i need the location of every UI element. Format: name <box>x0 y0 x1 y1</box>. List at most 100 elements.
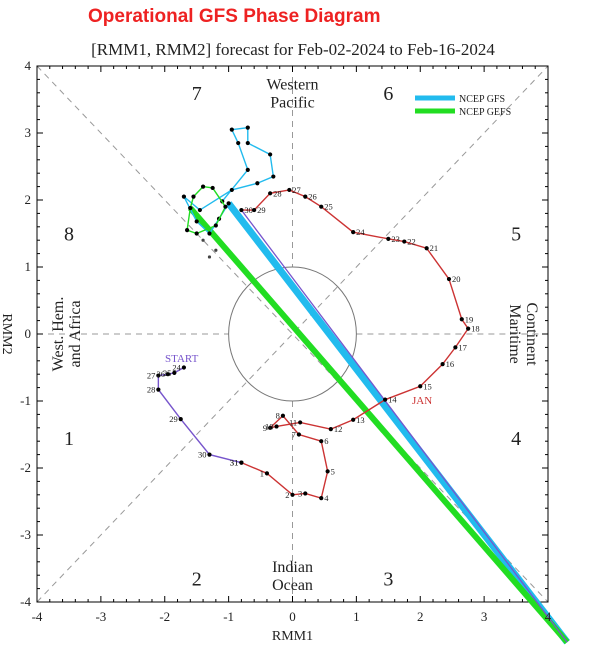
data-point <box>245 167 250 172</box>
y-tick-label: 3 <box>25 125 32 140</box>
data-point <box>226 201 231 206</box>
y-axis-label: RMM2 <box>0 313 14 354</box>
x-tick-label: -4 <box>32 609 43 624</box>
x-tick-label: 0 <box>289 609 296 624</box>
data-point <box>245 125 250 130</box>
data-label: 9 <box>263 423 267 433</box>
data-label: 11 <box>289 417 297 427</box>
x-tick-label: -1 <box>223 609 234 624</box>
y-tick-label: -2 <box>20 460 31 475</box>
data-point <box>156 387 161 392</box>
data-point <box>229 187 234 193</box>
data-point <box>239 207 244 213</box>
data-label: 21 <box>430 243 439 253</box>
data-point <box>268 425 273 430</box>
data-point <box>296 432 301 437</box>
phase-label: 4 <box>511 428 521 450</box>
data-point <box>188 205 193 211</box>
gray-point <box>201 238 205 242</box>
data-point <box>319 204 324 209</box>
region-label-right: Maritime <box>506 304 523 364</box>
data-label: 23 <box>391 234 400 244</box>
ensemble-line <box>240 209 568 643</box>
data-point <box>181 194 187 199</box>
data-point <box>197 207 202 213</box>
data-label: 5 <box>331 466 335 476</box>
data-label: 12 <box>334 424 343 434</box>
gray-point <box>214 248 218 252</box>
data-point <box>466 326 471 331</box>
y-tick-label: -3 <box>20 527 31 542</box>
y-tick-label: 4 <box>25 58 32 73</box>
data-point <box>424 246 429 251</box>
x-tick-label: 1 <box>353 609 360 624</box>
data-label: 28 <box>147 385 156 395</box>
x-axis-label: RMM1 <box>272 629 313 644</box>
phase-label: 2 <box>192 569 202 591</box>
ensemble-line <box>225 201 570 645</box>
data-point <box>255 181 260 186</box>
data-label: 29 <box>169 414 178 424</box>
data-point <box>239 460 244 465</box>
data-point <box>319 496 324 501</box>
data-point <box>271 174 276 179</box>
data-label: 1 <box>260 468 264 478</box>
legend-label: NCEP GEFS <box>459 107 511 118</box>
data-point <box>325 469 330 474</box>
data-label: 26 <box>156 369 165 379</box>
legend-label: NCEP GFS <box>459 94 505 105</box>
diagonal-guide <box>36 65 549 603</box>
data-point <box>386 236 391 241</box>
data-label: 18 <box>471 324 480 334</box>
data-label: 31 <box>230 458 239 468</box>
data-point <box>319 439 324 444</box>
series-line <box>241 189 470 500</box>
data-point <box>194 219 199 224</box>
data-label: 27 <box>147 371 156 381</box>
y-tick-label: 2 <box>25 192 32 207</box>
data-label: 24 <box>172 363 181 373</box>
data-point <box>264 471 270 476</box>
x-tick-label: -3 <box>95 609 106 624</box>
data-point <box>223 204 228 209</box>
data-label: 29 <box>257 205 266 215</box>
data-label: 13 <box>356 415 365 425</box>
ensemble-line <box>188 206 570 645</box>
data-point <box>453 345 458 350</box>
series-line <box>183 126 275 235</box>
data-point <box>178 416 183 422</box>
data-label: 3 <box>298 488 302 498</box>
region-label-top: Pacific <box>270 94 314 111</box>
data-label: 20 <box>452 274 461 284</box>
month-label: JAN <box>412 395 432 407</box>
data-point <box>229 127 234 132</box>
data-point <box>274 424 279 429</box>
data-point <box>351 230 356 235</box>
data-label: 15 <box>423 381 432 391</box>
phase-label: 1 <box>64 428 74 450</box>
unit-circle <box>228 266 357 402</box>
data-point <box>303 194 308 199</box>
data-point <box>172 370 177 375</box>
data-point <box>268 152 273 157</box>
region-label-bottom: Indian <box>272 559 313 576</box>
data-point <box>236 140 241 146</box>
data-point <box>194 231 199 236</box>
data-label: 24 <box>356 227 365 237</box>
data-label: 25 <box>163 368 172 378</box>
data-label: 6 <box>324 436 328 446</box>
data-point <box>303 491 308 496</box>
data-point <box>165 372 171 377</box>
data-point <box>459 317 464 322</box>
phase-label: 5 <box>511 224 521 246</box>
data-point <box>383 397 388 402</box>
data-point <box>268 191 273 196</box>
x-tick-label: -2 <box>159 609 170 624</box>
data-point <box>181 365 187 370</box>
phase-label: 6 <box>383 83 393 105</box>
data-point <box>328 427 333 432</box>
data-label: 22 <box>407 237 416 247</box>
phase-label: 7 <box>192 83 202 105</box>
data-point <box>280 413 286 418</box>
data-point <box>287 187 292 193</box>
